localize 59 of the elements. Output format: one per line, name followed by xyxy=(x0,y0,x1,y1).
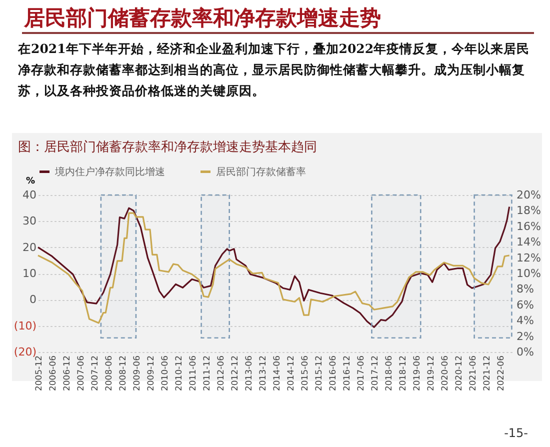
x-tick-label: 2015-12 xyxy=(314,356,324,392)
x-tick-label: 2015-06 xyxy=(300,356,310,392)
x-tick-label: 2019-06 xyxy=(412,356,422,392)
y-tick-label: (20) xyxy=(14,346,36,358)
x-tick-label: 2008-06 xyxy=(104,356,114,392)
x-tick-label: 2009-12 xyxy=(146,356,157,392)
x-tick-label: 2020-06 xyxy=(440,356,451,392)
x-tick-label: 2021-12 xyxy=(482,356,493,392)
chart-title: 居民部门储蓄存款率和净存款增速走势 xyxy=(24,4,381,32)
x-tick-label: 2012-12 xyxy=(230,356,241,392)
x-tick-label: 2021-06 xyxy=(468,356,478,392)
y-tick-label: 20 xyxy=(22,240,36,254)
x-tick-label: 2016-12 xyxy=(342,356,353,392)
y2-tick-label: 2% xyxy=(516,330,534,343)
x-tick-label: 2007-06 xyxy=(76,356,86,392)
x-tick-label: 2017-12 xyxy=(370,356,381,392)
y-tick-label: 40 xyxy=(22,188,36,202)
x-tick-label: 2008-12 xyxy=(118,356,129,392)
y-tick-label: 30 xyxy=(22,214,36,228)
legend-label: 境内住户净存款同比增速 xyxy=(54,166,165,178)
x-tick-label: 2020-12 xyxy=(454,356,465,392)
x-tick-label: 2010-06 xyxy=(160,356,170,392)
y-tick-label: 0 xyxy=(30,293,36,306)
x-tick-label: 2012-06 xyxy=(216,356,226,392)
y2-tick-label: 8% xyxy=(516,282,534,296)
x-tick-label: 2011-12 xyxy=(202,356,212,392)
x-tick-label: 2011-06 xyxy=(188,356,198,392)
x-tick-label: 2013-06 xyxy=(244,356,254,392)
x-tick-label: 2014-12 xyxy=(286,356,296,392)
x-tick-label: 2007-12 xyxy=(90,356,100,392)
x-tick-label: 2022-06 xyxy=(496,356,506,392)
x-tick-label: 2009-06 xyxy=(132,356,142,392)
y2-tick-label: 16% xyxy=(516,220,541,233)
y-tick-label: (10) xyxy=(14,319,36,332)
x-tick-label: 2019-12 xyxy=(426,356,436,392)
legend-label: 居民部门存款储蓄率 xyxy=(216,166,306,178)
x-tick-label: 2005-12 xyxy=(34,356,44,392)
y2-tick-label: 0% xyxy=(516,346,534,358)
x-tick-label: 2006-12 xyxy=(62,356,72,392)
x-tick-label: 2006-06 xyxy=(48,356,58,392)
x-tick-label: 2018-12 xyxy=(398,356,408,392)
y2-tick-label: 10% xyxy=(516,267,541,280)
x-tick-label: 2016-06 xyxy=(328,356,338,392)
text: 图：居民部门储蓄存款率和净存款增速走势基本趋同 xyxy=(18,139,317,156)
y-axis-title: % xyxy=(26,176,36,186)
x-tick-label: 2017-06 xyxy=(356,356,366,392)
x-tick-label: 2018-06 xyxy=(384,356,394,392)
chart-subtitle: 在2021年下半年开始，经济和企业盈利加速下行，叠加2022年疫情反复，今年以来居民净存款和存款储蓄率都达到相当的高位，显示居民防御性储蓄大幅攀升。成为压制小幅复苏，以及各种投资品价格低迷的关键原因。 xyxy=(18,40,531,100)
y-tick-label: 10 xyxy=(22,267,36,280)
y2-tick-label: 18% xyxy=(516,204,541,218)
x-tick-label: 2013-12 xyxy=(258,356,269,392)
y2-tick-label: 20% xyxy=(516,188,541,202)
x-tick-label: 2010-12 xyxy=(174,356,184,392)
x-tick-label: 2014-06 xyxy=(272,356,282,392)
text: -15- xyxy=(504,426,528,440)
y2-tick-label: 6% xyxy=(516,298,534,312)
y2-tick-label: 4% xyxy=(516,314,534,328)
y2-tick-label: 14% xyxy=(516,236,541,249)
y2-tick-label: 12% xyxy=(516,251,541,264)
